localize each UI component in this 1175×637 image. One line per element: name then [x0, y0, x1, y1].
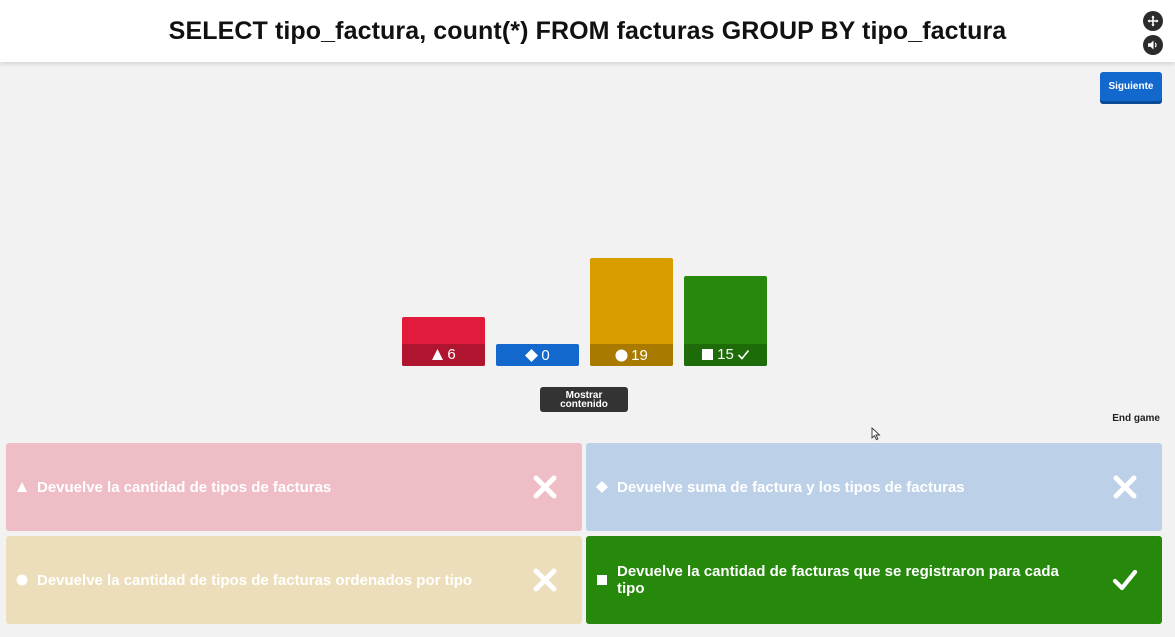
- incorrect-cross-icon: [533, 475, 557, 499]
- answer-option-triangle[interactable]: Devuelve la cantidad de tipos de factura…: [6, 443, 582, 531]
- incorrect-cross-icon: [533, 568, 557, 592]
- show-content-label-line2: contenido: [560, 398, 608, 410]
- diamond-icon: [596, 481, 608, 493]
- answer-shape: [595, 480, 609, 494]
- square-icon: [597, 575, 607, 585]
- circle-icon: [16, 574, 28, 586]
- question-title: SELECT tipo_factura, count(*) FROM factu…: [168, 16, 1007, 45]
- chart-value: 6: [447, 346, 456, 364]
- expand-icon: [1147, 15, 1159, 27]
- answer-option-circle[interactable]: Devuelve la cantidad de tipos de factura…: [6, 536, 582, 624]
- diamond-icon: [525, 348, 539, 362]
- chart-value: 19: [631, 346, 648, 364]
- chart-bar-circle: 19: [590, 258, 673, 366]
- triangle-icon: [432, 349, 444, 361]
- show-content-button[interactable]: Mostrar contenido: [540, 387, 628, 412]
- answer-option-square[interactable]: Devuelve la cantidad de facturas que se …: [586, 536, 1162, 624]
- answer-text: Devuelve suma de factura y los tipos de …: [617, 478, 965, 496]
- show-content-label: Mostrar contenido: [560, 389, 608, 410]
- correct-check-icon: [1112, 569, 1138, 591]
- chart-bar-triangle: 6: [402, 316, 485, 366]
- chart-bar-label: 0: [496, 344, 579, 366]
- circle-icon: [615, 349, 628, 361]
- end-game-link[interactable]: End game: [1112, 413, 1160, 424]
- sound-button[interactable]: [1143, 35, 1163, 55]
- square-icon: [702, 349, 714, 361]
- answer-text: Devuelve la cantidad de tipos de factura…: [37, 478, 332, 496]
- chart-bar-label: 6: [402, 343, 485, 366]
- chart-bar-label: 19: [590, 344, 673, 366]
- mouse-cursor-icon: [871, 427, 881, 441]
- fullscreen-button[interactable]: [1143, 11, 1163, 31]
- answer-text: Devuelve la cantidad de tipos de factura…: [37, 571, 473, 589]
- chart-value: 15: [717, 346, 734, 364]
- next-button[interactable]: Siguiente: [1100, 72, 1162, 101]
- chart-value: 0: [541, 346, 550, 364]
- question-header: SELECT tipo_factura, count(*) FROM factu…: [0, 0, 1175, 62]
- chart-bar-label: 15: [684, 343, 767, 366]
- show-content-label-line1: Mostrar: [565, 389, 603, 401]
- answer-text: Devuelve la cantidad de facturas que se …: [617, 563, 1059, 597]
- answer-option-diamond[interactable]: Devuelve suma de factura y los tipos de …: [586, 443, 1162, 531]
- answer-shape: [15, 480, 29, 494]
- check-icon: [737, 350, 749, 361]
- chart-bar-square: 15: [684, 276, 767, 366]
- incorrect-cross-icon: [1113, 475, 1137, 499]
- answer-shape: [595, 573, 609, 587]
- answer-shape: [15, 573, 29, 587]
- speaker-icon: [1148, 40, 1157, 50]
- triangle-icon: [17, 482, 27, 492]
- chart-bar-diamond: 0: [496, 344, 579, 366]
